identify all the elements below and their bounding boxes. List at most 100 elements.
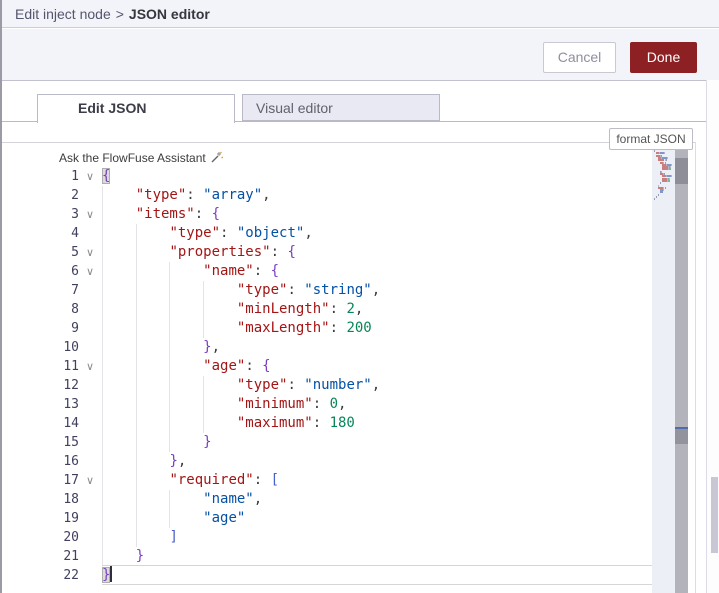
code-token: "type" — [135, 187, 187, 203]
indent-guide — [169, 357, 171, 376]
code-line[interactable]: 15 } — [37, 433, 652, 452]
assistant-hint-label: Ask the FlowFuse Assistant — [59, 151, 206, 165]
minimap-line-mark — [657, 186, 664, 189]
line-number: 19 — [63, 511, 79, 526]
code-line[interactable]: 14 "maximum": 180 — [37, 414, 652, 433]
indent-guide — [102, 528, 103, 547]
fold-chevron-icon[interactable]: ∨ — [85, 265, 95, 278]
format-json-button[interactable]: format JSON — [609, 128, 693, 150]
page-scrollbar[interactable] — [706, 80, 719, 593]
code-line[interactable]: 4 "type": "object", — [37, 224, 652, 243]
indent-guide — [135, 357, 137, 376]
code-token: : — [270, 244, 288, 260]
indent-guide — [169, 509, 171, 528]
code-token: , — [354, 301, 364, 317]
code-token: "array" — [203, 187, 263, 203]
fold-chevron-icon[interactable]: ∨ — [85, 170, 95, 183]
code-line[interactable]: 18 "name", — [37, 490, 652, 509]
editor-scrollbar-slider[interactable] — [675, 158, 688, 184]
editor-scrollbar[interactable] — [675, 142, 688, 593]
breadcrumb-parent-link[interactable]: Edit inject node — [15, 6, 111, 22]
indent-guide — [135, 395, 137, 414]
code-line[interactable]: 11 ∨ "age": { — [37, 357, 652, 376]
code-line[interactable]: 21 } — [37, 547, 652, 566]
indent-guide — [203, 395, 205, 414]
line-number: 8 — [71, 302, 79, 317]
code-line[interactable]: 20 ] — [37, 528, 652, 547]
code-token: } — [135, 548, 145, 564]
indent-guide — [102, 205, 103, 224]
code-line[interactable]: 5 ∨ "properties": { — [37, 243, 652, 262]
code-token: { — [211, 206, 221, 222]
indent-guide — [102, 395, 103, 414]
tab-edit-json[interactable]: Edit JSON — [37, 94, 235, 123]
code-token: } — [203, 434, 212, 450]
minimap-line-mark — [660, 182, 661, 185]
code-indent — [102, 491, 203, 507]
breadcrumb-separator: > — [115, 6, 124, 22]
minimap-line-mark — [665, 159, 667, 162]
code-line[interactable]: 2 "type": "array", — [37, 186, 652, 205]
fold-chevron-icon[interactable]: ∨ — [85, 360, 95, 373]
fold-chevron-icon[interactable]: ∨ — [85, 474, 95, 487]
code-token: { — [270, 263, 280, 279]
indent-guide — [102, 509, 103, 528]
code-line[interactable]: 19 "age" — [37, 509, 652, 528]
code-line[interactable]: 12 "type": "number", — [37, 376, 652, 395]
minimap-line-mark — [659, 152, 660, 155]
code-token: "name" — [203, 491, 254, 507]
code-token: : — [312, 415, 330, 431]
minimap-line-mark — [655, 152, 659, 155]
line-number: 18 — [63, 492, 79, 507]
code-line[interactable]: 6 ∨ "name": { — [37, 262, 652, 281]
fold-chevron-icon[interactable]: ∨ — [85, 246, 95, 259]
code-line[interactable]: 10 }, — [37, 338, 652, 357]
minimap-line-mark — [666, 163, 672, 166]
fold-chevron-icon[interactable]: ∨ — [85, 208, 95, 221]
assistant-hint[interactable]: Ask the FlowFuse Assistant — [59, 150, 224, 166]
code-token: "name" — [203, 263, 254, 279]
page-scrollbar-slider[interactable] — [711, 477, 718, 553]
code-token: , — [371, 377, 381, 393]
cancel-button[interactable]: Cancel — [543, 42, 616, 73]
code-line[interactable]: 16 }, — [37, 452, 652, 471]
minimap-line-mark — [663, 173, 665, 175]
indent-guide — [135, 224, 137, 243]
indent-guide — [102, 357, 103, 376]
code-line[interactable]: 22} — [37, 565, 652, 585]
minimap-line-mark — [665, 163, 667, 166]
minimap-line-mark — [653, 198, 655, 201]
code-line[interactable]: 3 ∨ "items": { — [37, 205, 652, 224]
code-editor-area[interactable]: Ask the FlowFuse Assistant 1 ∨ {2 "type": … — [2, 142, 695, 593]
minimap-line-mark — [668, 166, 669, 169]
code-line[interactable]: 9 "maxLength": 200 — [37, 319, 652, 338]
breadcrumb: Edit inject node > JSON editor — [2, 0, 719, 28]
indent-guide — [169, 338, 171, 357]
code-token: "minLength" — [236, 301, 330, 317]
code-line[interactable]: 17 ∨ "required": [ — [37, 471, 652, 490]
code-line[interactable]: 13 "minimum": 0, — [37, 395, 652, 414]
code-line[interactable]: 7 "type": "string", — [37, 281, 652, 300]
code-indent — [102, 339, 203, 355]
minimap-line-mark — [663, 161, 664, 164]
code-token: "string" — [304, 282, 372, 298]
done-button[interactable]: Done — [630, 42, 697, 73]
minimap-line-mark — [662, 175, 666, 178]
page-title: JSON editor — [128, 6, 210, 22]
minimap-line-mark — [670, 166, 671, 169]
code-line[interactable]: 1 ∨ { — [37, 167, 652, 186]
code-token: } — [102, 567, 111, 583]
minimap[interactable] — [652, 142, 675, 593]
indent-guide — [102, 186, 103, 205]
indent-guide — [169, 490, 171, 509]
minimap-line-mark — [665, 175, 667, 178]
minimap-line-mark — [662, 173, 664, 175]
minimap-line-mark — [660, 161, 664, 164]
indent-guide — [169, 433, 171, 452]
indent-guide — [169, 395, 171, 414]
editor-right-border — [695, 142, 696, 593]
code-token: : — [312, 396, 330, 412]
tab-visual-editor[interactable]: Visual editor — [242, 94, 440, 121]
code-line[interactable]: 8 "minLength": 2, — [37, 300, 652, 319]
code-token: "type" — [236, 282, 288, 298]
